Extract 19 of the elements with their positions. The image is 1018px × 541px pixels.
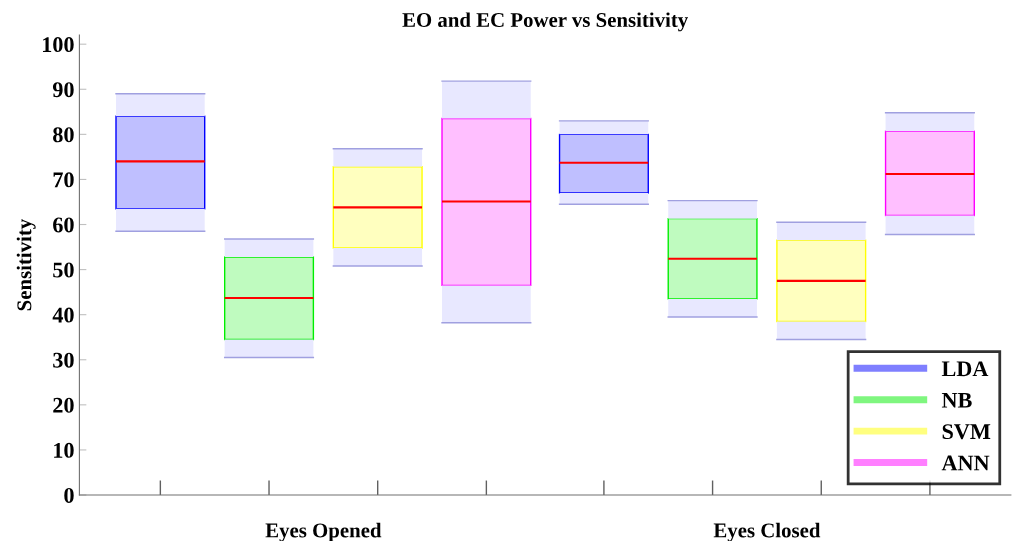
legend-label: NB [941,392,972,408]
y-tick-label: 60 [53,217,74,233]
y-tick-label: 10 [54,442,74,458]
y-axis-title: Sensitivity [16,218,36,311]
y-tick-label: 40 [52,307,74,323]
legend-label: SVM [942,424,991,440]
y-tick-label: 90 [52,82,74,98]
chart-title: EO and EC Power vs Sensitivity [402,12,688,32]
y-tick-label: 70 [53,172,74,188]
x-tick-label: Eyes Closed [713,522,821,541]
y-tick-label: 100 [42,37,74,53]
legend-label: ANN [941,455,990,471]
y-tick-label: 80 [53,127,74,143]
legend-label: LDA [941,361,989,377]
y-tick-label: 30 [53,352,74,368]
x-tick-label: Eyes Opened [265,522,382,541]
y-tick-label: 0 [64,487,74,503]
y-tick-label: 20 [53,397,74,413]
y-tick-label: 50 [53,262,74,278]
